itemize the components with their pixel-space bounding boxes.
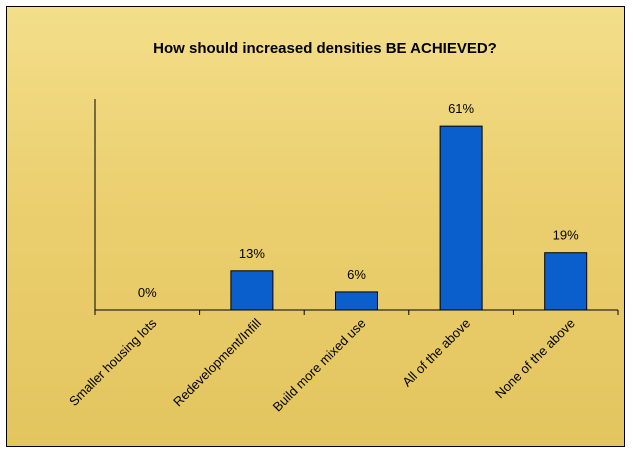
data-label: 0% (138, 285, 157, 300)
bar (230, 270, 274, 311)
category-label: Redevelopment/Infill (170, 315, 264, 409)
bars (230, 125, 588, 311)
category-label: All of the above (399, 316, 473, 390)
bar (439, 125, 483, 311)
chart-frame: How should increased densities BE ACHIEV… (6, 6, 625, 447)
category-labels: Smaller housing lots Redevelopment/Infill… (66, 315, 578, 414)
data-label: 6% (347, 267, 366, 282)
bar (544, 252, 588, 311)
data-label: 13% (239, 246, 265, 261)
chart-title: How should increased densities BE ACHIEV… (153, 40, 497, 57)
category-label: Build more mixed use (270, 316, 369, 415)
bar (335, 291, 378, 311)
data-labels: 0% 13% 6% 61% 19% (138, 101, 579, 300)
category-label: Smaller housing lots (66, 315, 160, 409)
data-label: 19% (553, 228, 579, 243)
category-label: None of the above (492, 316, 578, 402)
x-axis-ticks (94, 310, 619, 315)
bar-chart: How should increased densities BE ACHIEV… (66, 40, 619, 415)
data-label: 61% (448, 101, 474, 116)
